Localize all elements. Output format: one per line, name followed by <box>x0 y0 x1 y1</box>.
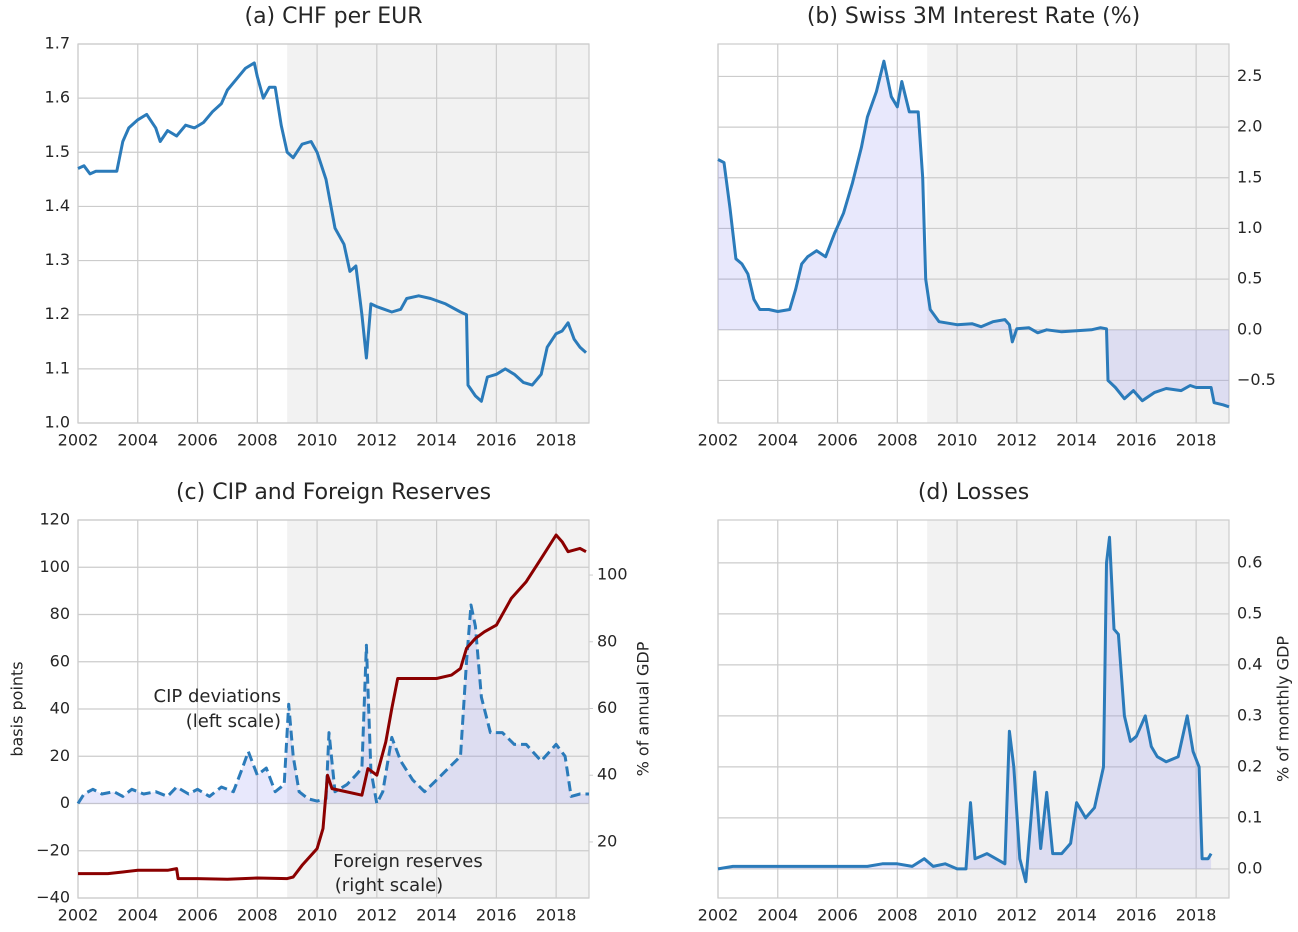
x-tick-label: 2014 <box>1056 906 1097 925</box>
x-tick-label: 2006 <box>177 906 218 925</box>
y-tick-label: 0.0 <box>1237 319 1262 338</box>
y-tick-label: 80 <box>50 604 70 623</box>
x-tick-label: 2016 <box>1116 431 1157 450</box>
y-tick-label: 40 <box>50 699 70 718</box>
y2-tick-label: 20 <box>597 831 617 850</box>
x-tick-label: 2002 <box>698 906 739 925</box>
y2-axis-label: % of annual GDP <box>634 641 653 776</box>
y-tick-label: 0.4 <box>1237 654 1262 673</box>
y-tick-label: 0.3 <box>1237 705 1262 724</box>
x-tick-label: 2004 <box>757 906 798 925</box>
y-tick-label: −20 <box>36 840 70 859</box>
x-tick-label: 2010 <box>937 906 978 925</box>
x-tick-label: 2012 <box>996 906 1037 925</box>
annotation: (left scale) <box>186 711 281 732</box>
shaded-period <box>927 520 1229 898</box>
line <box>78 533 587 881</box>
x-tick-label: 2016 <box>476 906 517 925</box>
x-tick-label: 2018 <box>1176 431 1217 450</box>
x-tick-label: 2008 <box>877 906 918 925</box>
line <box>717 59 1230 409</box>
y-tick-label: 0.5 <box>1237 603 1262 622</box>
x-tick-label: 2016 <box>476 431 517 450</box>
y-tick-label: 2.0 <box>1237 117 1262 136</box>
x-tick-label: 2008 <box>237 906 278 925</box>
x-tick-label: 2008 <box>237 431 278 450</box>
y-tick-label: 0.6 <box>1237 552 1262 571</box>
y-tick-label: 1.5 <box>45 142 70 161</box>
x-tick-label: 2004 <box>757 431 798 450</box>
x-tick-label: 2008 <box>877 431 918 450</box>
line <box>717 535 1213 884</box>
shaded-period <box>927 44 1229 423</box>
x-tick-label: 2018 <box>536 431 577 450</box>
y-tick-label: 1.1 <box>45 358 70 377</box>
y-tick-label: 120 <box>39 510 70 529</box>
annotation: CIP deviations <box>154 686 282 707</box>
x-tick-label: 2014 <box>416 906 457 925</box>
y-tick-label: 100 <box>39 557 70 576</box>
y-tick-label: −40 <box>36 888 70 907</box>
line <box>76 603 589 805</box>
line <box>77 61 588 403</box>
x-tick-label: 2018 <box>536 906 577 925</box>
area <box>718 61 1229 407</box>
x-tick-label: 2012 <box>356 431 397 450</box>
y-tick-label: 1.0 <box>45 413 70 432</box>
axes-frame <box>77 43 590 424</box>
x-tick-label: 2010 <box>937 431 978 450</box>
y-tick-label: −0.5 <box>1237 370 1276 389</box>
x-tick-label: 2012 <box>996 431 1037 450</box>
y-tick-label: 1.6 <box>45 88 70 107</box>
chart-title: (a) CHF per EUR <box>244 4 422 29</box>
x-tick-label: 2006 <box>817 906 858 925</box>
y-tick-label: 1.3 <box>45 250 70 269</box>
y-tick-label: 0 <box>60 793 70 812</box>
y2-tick-label: 100 <box>597 565 628 584</box>
x-tick-label: 2002 <box>58 906 99 925</box>
y-tick-label: 1.4 <box>45 196 70 215</box>
y2-axis-label: % of monthly GDP <box>1274 636 1293 782</box>
x-tick-label: 2010 <box>297 906 338 925</box>
y-tick-label: 20 <box>50 746 70 765</box>
y2-tick-label: 40 <box>597 765 617 784</box>
x-tick-label: 2006 <box>177 431 218 450</box>
x-tick-label: 2004 <box>117 906 158 925</box>
chart-title: (d) Losses <box>918 480 1029 505</box>
chart-title: (c) CIP and Foreign Reserves <box>176 480 491 505</box>
y-tick-label: 0.5 <box>1237 269 1262 288</box>
y-tick-label: 0.2 <box>1237 756 1262 775</box>
axes-frame <box>77 519 590 899</box>
x-tick-label: 2014 <box>416 431 457 450</box>
x-tick-label: 2018 <box>1176 906 1217 925</box>
annotation: (right scale) <box>335 875 443 896</box>
x-tick-label: 2014 <box>1056 431 1097 450</box>
x-tick-label: 2006 <box>817 431 858 450</box>
y-tick-label: 1.7 <box>45 34 70 53</box>
y-tick-label: 1.5 <box>1237 167 1262 186</box>
y2-tick-label: 80 <box>597 631 617 650</box>
axes-frame <box>717 43 1230 424</box>
y-tick-label: 1.2 <box>45 304 70 323</box>
x-tick-label: 2002 <box>58 431 99 450</box>
area <box>718 537 1212 882</box>
y-tick-label: 0.0 <box>1237 858 1262 877</box>
x-tick-label: 2012 <box>356 906 397 925</box>
y-tick-label: 0.1 <box>1237 807 1262 826</box>
chart-title: (b) Swiss 3M Interest Rate (%) <box>807 4 1140 29</box>
x-tick-label: 2016 <box>1116 906 1157 925</box>
y-tick-label: 60 <box>50 651 70 670</box>
y-tick-label: 2.5 <box>1237 66 1262 85</box>
y-tick-label: 1.0 <box>1237 218 1262 237</box>
axes-frame <box>717 519 1230 899</box>
x-tick-label: 2010 <box>297 431 338 450</box>
x-tick-label: 2004 <box>117 431 158 450</box>
y2-tick-label: 60 <box>597 698 617 717</box>
x-tick-label: 2002 <box>698 431 739 450</box>
annotation: Foreign reserves <box>333 851 482 872</box>
y-axis-label: basis points <box>8 661 27 756</box>
